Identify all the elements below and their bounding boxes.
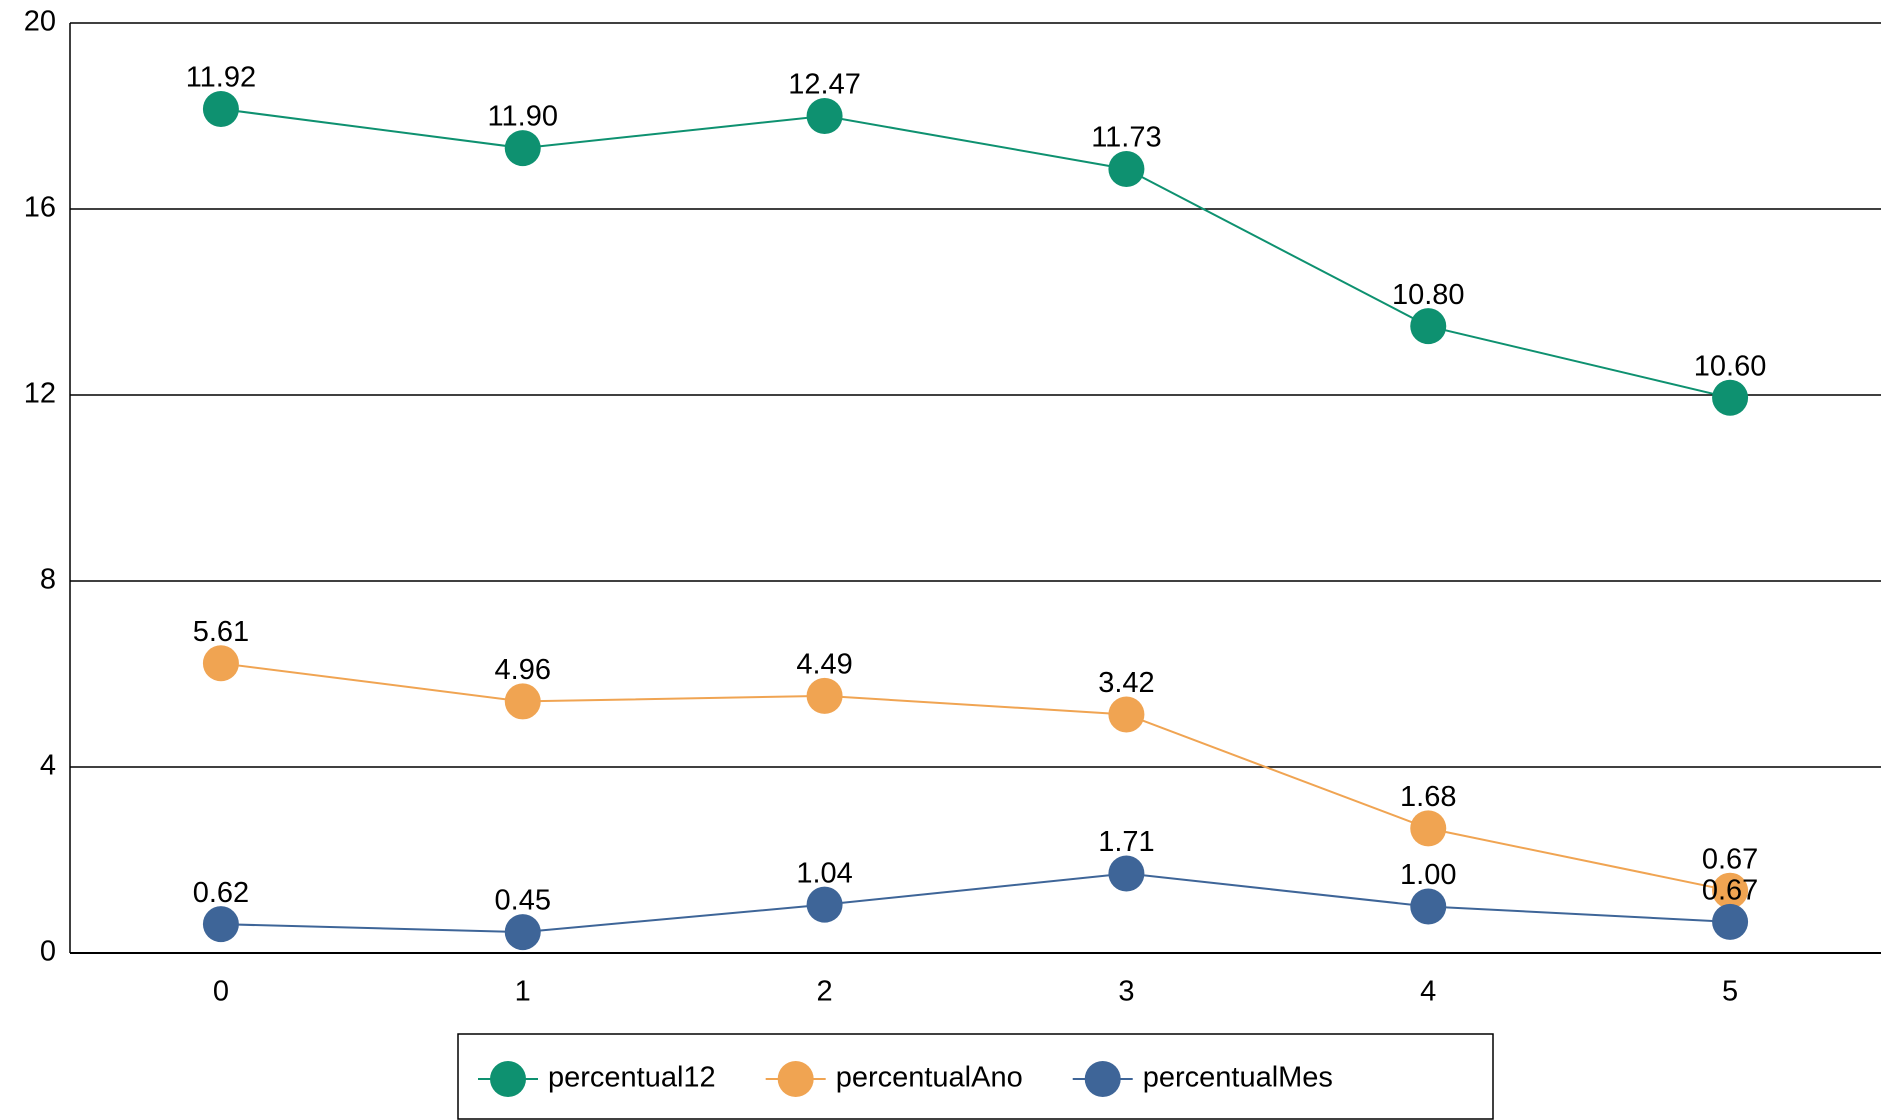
point (1108, 151, 1145, 188)
y-tick-label: 12 (24, 378, 56, 410)
data-label: 11.90 (488, 101, 558, 133)
x-tick-label: 2 (817, 976, 833, 1008)
data-label: 3.42 (1098, 667, 1154, 699)
y-tick-label: 4 (40, 750, 56, 782)
series-line (220, 662, 1731, 892)
legend: percentual12 percentualAno percentualMes (457, 1033, 1494, 1120)
point (504, 130, 541, 167)
data-label: 11.92 (186, 62, 256, 94)
data-label: 4.96 (495, 654, 551, 686)
data-label: 1.04 (796, 857, 852, 889)
point (1410, 888, 1447, 925)
data-label: 0.45 (495, 885, 551, 917)
legend-marker (1084, 1061, 1121, 1097)
legend-label: percentual12 (548, 1062, 716, 1094)
data-label: 10.60 (1694, 350, 1767, 382)
point (202, 906, 239, 943)
point (202, 91, 239, 128)
point (1410, 810, 1447, 847)
data-label: 5.61 (193, 616, 249, 648)
y-tick-label: 20 (24, 6, 56, 38)
series-line (220, 872, 1731, 934)
legend-marker (490, 1061, 526, 1097)
data-label: 1.68 (1400, 781, 1456, 813)
y-tick-label: 0 (40, 936, 56, 968)
point (1712, 872, 1749, 909)
point (1712, 379, 1749, 416)
data-label: 12.47 (788, 69, 861, 101)
data-label: 10.80 (1392, 279, 1465, 311)
legend-box (457, 1033, 1494, 1120)
x-tick-label: 1 (515, 976, 531, 1008)
point (806, 886, 843, 923)
legend-label: percentualAno (836, 1062, 1023, 1094)
y-tick-label: 8 (40, 564, 56, 596)
point (504, 683, 541, 720)
y-tick-label: 16 (24, 192, 56, 224)
point (504, 914, 541, 951)
point (806, 677, 843, 714)
data-label: 0.67 (1702, 875, 1758, 907)
data-label: 4.49 (796, 649, 852, 681)
x-tick-label: 5 (1722, 976, 1738, 1008)
point (202, 645, 239, 682)
legend-marker (777, 1061, 814, 1097)
legend-label: percentualMes (1143, 1062, 1333, 1094)
point (1108, 855, 1145, 892)
data-label: 11.73 (1091, 122, 1161, 154)
point (1712, 903, 1749, 940)
series-line (220, 108, 1731, 399)
data-label: 0.67 (1702, 843, 1758, 875)
data-label: 0.62 (193, 877, 249, 909)
x-tick-label: 0 (213, 976, 229, 1008)
point (806, 98, 843, 134)
data-label: 1.71 (1098, 826, 1154, 858)
x-tick-label: 3 (1118, 976, 1134, 1008)
point (1108, 696, 1145, 733)
x-tick-label: 4 (1420, 976, 1436, 1008)
data-label: 1.00 (1400, 859, 1456, 891)
point (1410, 308, 1447, 345)
